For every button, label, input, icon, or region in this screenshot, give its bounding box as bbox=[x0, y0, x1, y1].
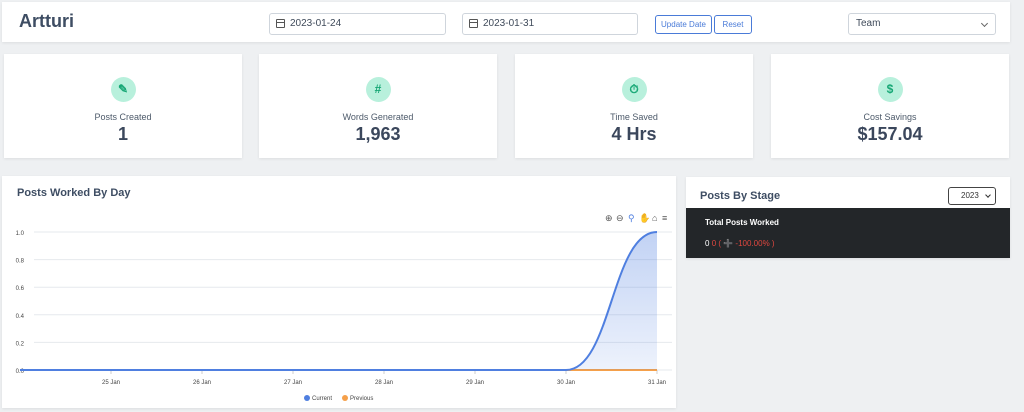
x-tick-label: 29 Jan bbox=[466, 380, 484, 386]
y-tick-label: 0.2 bbox=[16, 341, 25, 347]
calendar-icon bbox=[469, 19, 478, 28]
magnifier-icon[interactable]: ⚲ bbox=[628, 213, 635, 223]
total-posts-row: 0 0 ( ➕ -100.00% ) bbox=[705, 239, 775, 248]
x-tick-label: 28 Jan bbox=[375, 380, 393, 386]
team-select[interactable]: Team bbox=[848, 13, 996, 35]
series-area-current bbox=[20, 232, 657, 370]
series-layer bbox=[19, 231, 658, 371]
stage-title: Posts By Stage bbox=[700, 190, 781, 202]
chart-toolbar: ⊕ ⊖ ⚲ ✋ ⌂ ≡ bbox=[605, 213, 675, 225]
start-date-input[interactable]: 2023-01-24 bbox=[269, 13, 446, 35]
total-posts-value: 0 bbox=[705, 239, 710, 248]
menu-icon[interactable]: ≡ bbox=[662, 213, 668, 223]
x-tick-label: 31 Jan bbox=[648, 380, 666, 386]
brand-title: Artturi bbox=[19, 11, 74, 31]
start-date-value: 2023-01-24 bbox=[290, 18, 342, 29]
year-select[interactable]: 2023 bbox=[948, 187, 996, 205]
posts-by-day-card: Posts Worked By Day ⊕ ⊖ ⚲ ✋ ⌂ ≡ 0.0 0.2 0.… bbox=[2, 176, 676, 408]
chart-legend: Current Previous bbox=[304, 395, 373, 402]
hash-icon: # bbox=[365, 77, 391, 102]
stat-value: $157.04 bbox=[857, 124, 923, 144]
legend-label-current: Current bbox=[312, 396, 332, 402]
reset-button[interactable]: Reset bbox=[714, 15, 752, 34]
chevron-down-icon bbox=[980, 19, 989, 28]
posts-by-stage-card: Posts By Stage 2023 Total Posts Worked 0… bbox=[686, 177, 1010, 258]
x-tick-label: 25 Jan bbox=[102, 380, 120, 386]
zoom-in-icon[interactable]: ⊕ bbox=[605, 213, 613, 223]
dollar-icon: $ bbox=[877, 77, 903, 102]
x-tick-label: 27 Jan bbox=[284, 380, 302, 386]
y-tick-label: 0.0 bbox=[16, 369, 25, 375]
stat-card-words-generated: # Words Generated 1,963 bbox=[259, 54, 497, 158]
legend-label-previous: Previous bbox=[350, 396, 373, 402]
header-bar: Artturi 2023-01-24 2023-01-31 Update Dat… bbox=[2, 2, 1010, 42]
end-date-input[interactable]: 2023-01-31 bbox=[462, 13, 638, 35]
legend-marker-current bbox=[304, 395, 310, 401]
total-posts-label: Total Posts Worked bbox=[705, 218, 779, 227]
stat-label: Words Generated bbox=[342, 112, 414, 122]
stat-value: 1 bbox=[117, 124, 128, 144]
stat-label: Time Saved bbox=[610, 112, 658, 122]
y-tick-label: 0.4 bbox=[16, 314, 25, 320]
calendar-icon bbox=[276, 19, 285, 28]
posts-by-day-chart: 0.0 0.2 0.4 0.6 0.8 1.0 25 Jan 26 Jan 27 Jan 28 … bbox=[16, 231, 672, 402]
home-reset-icon[interactable]: ⌂ bbox=[652, 213, 658, 223]
stat-label: Cost Savings bbox=[863, 112, 917, 122]
stat-card-posts-created: ✎ Posts Created 1 bbox=[4, 54, 242, 158]
x-tick-label: 30 Jan bbox=[557, 380, 575, 386]
chart-grid bbox=[34, 231, 672, 371]
y-tick-label: 0.6 bbox=[16, 286, 25, 292]
update-date-button[interactable]: Update Date bbox=[655, 15, 712, 34]
total-posts-panel: Total Posts Worked 0 0 ( ➕ -100.00% ) bbox=[686, 208, 1010, 258]
y-tick-label: 0.8 bbox=[16, 259, 25, 265]
stat-value: 1,963 bbox=[355, 124, 401, 144]
year-select-value: 2023 bbox=[961, 191, 979, 200]
chart-title: Posts Worked By Day bbox=[17, 187, 131, 199]
legend-marker-previous bbox=[342, 395, 348, 401]
stat-card-time-saved: ⏱ Time Saved 4 Hrs bbox=[515, 54, 753, 158]
zoom-out-icon[interactable]: ⊖ bbox=[616, 213, 624, 223]
chevron-down-icon bbox=[985, 192, 991, 198]
stat-label: Posts Created bbox=[94, 112, 152, 122]
series-line-current bbox=[19, 231, 658, 371]
team-select-value: Team bbox=[856, 18, 881, 29]
total-posts-change: 0 ( ➕ -100.00% ) bbox=[711, 239, 775, 248]
stat-card-cost-savings: $ Cost Savings $157.04 bbox=[771, 54, 1009, 158]
x-axis: 25 Jan 26 Jan 27 Jan 28 Jan 29 Jan 30 Jan 31 J… bbox=[102, 370, 666, 386]
pencil-icon: ✎ bbox=[110, 77, 136, 102]
pan-hand-icon[interactable]: ✋ bbox=[639, 213, 651, 223]
clock-icon: ⏱ bbox=[621, 77, 647, 102]
end-date-value: 2023-01-31 bbox=[483, 18, 535, 29]
stat-value: 4 Hrs bbox=[611, 124, 657, 144]
x-tick-label: 26 Jan bbox=[193, 380, 211, 386]
y-tick-label: 1.0 bbox=[16, 231, 25, 237]
y-axis: 0.0 0.2 0.4 0.6 0.8 1.0 bbox=[16, 231, 25, 375]
